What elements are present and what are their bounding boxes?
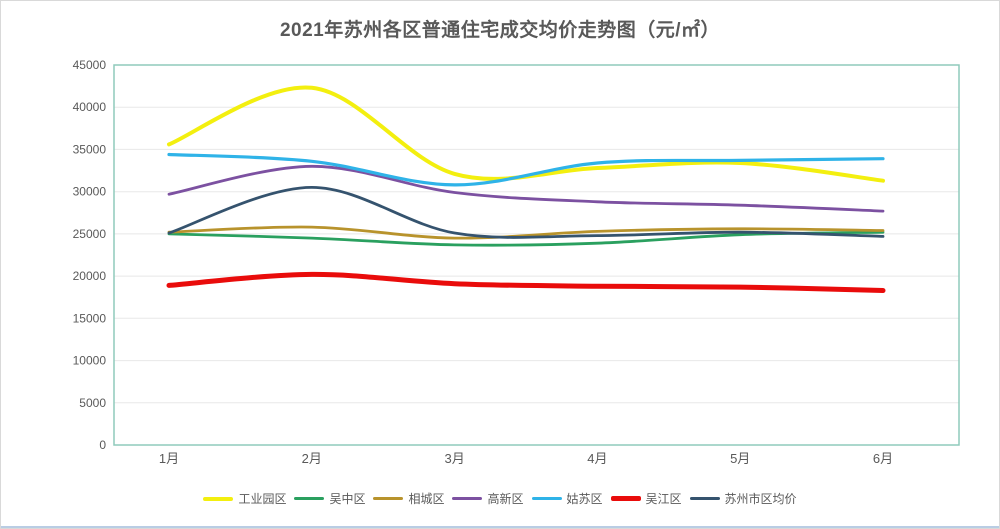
series-line-5 — [166, 271, 886, 293]
legend-swatch — [373, 497, 404, 500]
x-tick-label: 1月 — [159, 451, 179, 466]
x-tick-label: 4月 — [587, 451, 607, 466]
series-line-1 — [167, 230, 885, 247]
x-tick-label: 6月 — [873, 451, 893, 466]
legend-label: 高新区 — [487, 492, 524, 506]
legend-swatch — [294, 497, 325, 500]
y-tick-label: 30000 — [73, 185, 107, 199]
y-tick-label: 20000 — [73, 269, 107, 283]
y-tick-label: 5000 — [79, 396, 106, 410]
legend-swatch — [203, 496, 234, 501]
legend-item-6: 苏州市区均价 — [689, 490, 797, 507]
legend-swatch — [610, 496, 641, 501]
y-tick-label: 15000 — [73, 311, 107, 325]
series-line-0 — [167, 85, 885, 183]
series-line-2 — [167, 225, 885, 240]
x-tick-label: 5月 — [730, 451, 750, 466]
legend-swatch — [531, 496, 562, 501]
series-line-3 — [167, 164, 885, 213]
y-tick-label: 0 — [99, 438, 106, 452]
legend-label: 吴中区 — [329, 492, 366, 506]
legend-item-0: 工业园区 — [203, 490, 286, 507]
series-line-4 — [167, 152, 885, 187]
y-tick-label: 35000 — [73, 142, 107, 156]
legend-swatch — [689, 497, 720, 500]
legend-label: 苏州市区均价 — [724, 492, 797, 506]
x-tick-label: 2月 — [302, 451, 322, 466]
legend-item-5: 吴江区 — [610, 490, 682, 507]
chart-legend: 工业园区 吴中区 相城区 高新区 姑苏区 吴江区 苏州市区均价 — [1, 490, 999, 507]
legend-label: 工业园区 — [238, 492, 287, 506]
y-tick-label: 25000 — [73, 227, 107, 241]
y-tick-label: 40000 — [73, 100, 107, 114]
legend-item-1: 吴中区 — [294, 490, 365, 507]
y-tick-label: 45000 — [73, 58, 107, 72]
series-line-6 — [167, 186, 885, 239]
legend-item-2: 相城区 — [373, 490, 444, 507]
legend-item-3: 高新区 — [452, 490, 524, 507]
y-tick-label: 10000 — [73, 354, 107, 368]
plot-border — [113, 64, 960, 446]
legend-swatch — [452, 497, 483, 500]
legend-label: 吴江区 — [645, 492, 682, 506]
legend-item-4: 姑苏区 — [531, 490, 603, 507]
bottom-divider — [1, 526, 999, 528]
legend-label: 相城区 — [408, 492, 445, 506]
legend-label: 姑苏区 — [566, 492, 603, 506]
x-tick-label: 3月 — [444, 451, 464, 466]
chart-title: 2021年苏州各区普通住宅成交均价走势图（元/㎡） — [279, 20, 721, 41]
